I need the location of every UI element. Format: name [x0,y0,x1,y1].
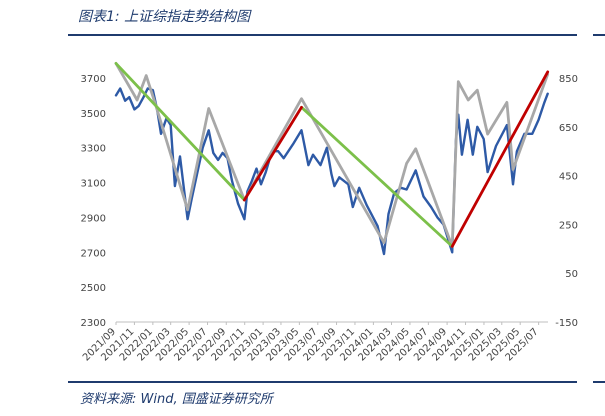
top-rule [68,34,577,36]
bottom-rule [68,381,577,383]
right-tick-label: 650 [559,123,578,134]
index-line-0 [114,87,549,256]
left-tick-label: 2700 [81,248,106,259]
chart-axes: 3700 3500 3300 3100 2900 2700 2500 2300 850 650 45… [81,74,578,363]
top-rule-right [593,34,605,36]
downtrend-line-3 [300,105,454,248]
left-tick-label: 2900 [81,213,106,224]
downtrend-line-2 [114,62,246,202]
right-tick-label: 50 [565,269,578,280]
left-tick-label: 3100 [81,179,106,190]
uptrend-line-5 [450,70,550,248]
right-tick-label: 850 [559,74,578,85]
right-tick-label: 450 [559,172,578,183]
left-tick-label: 2300 [81,318,106,329]
source-note: 资料来源: Wind, 国盛证券研究所 [80,392,273,407]
left-tick-label: 3300 [81,144,106,155]
structure-line-1 [114,62,550,248]
left-tick-label: 2500 [81,283,106,294]
right-tick-label: 250 [559,220,578,231]
bottom-rule-right [593,381,605,383]
uptrend-line-4 [242,105,303,202]
left-tick-label: 3700 [81,74,106,85]
figure-title: 图表1: 上证综指走势结构图 [78,9,251,25]
left-tick-label: 3500 [81,109,106,120]
chart-series [114,62,550,256]
right-tick-label: -150 [555,318,578,329]
